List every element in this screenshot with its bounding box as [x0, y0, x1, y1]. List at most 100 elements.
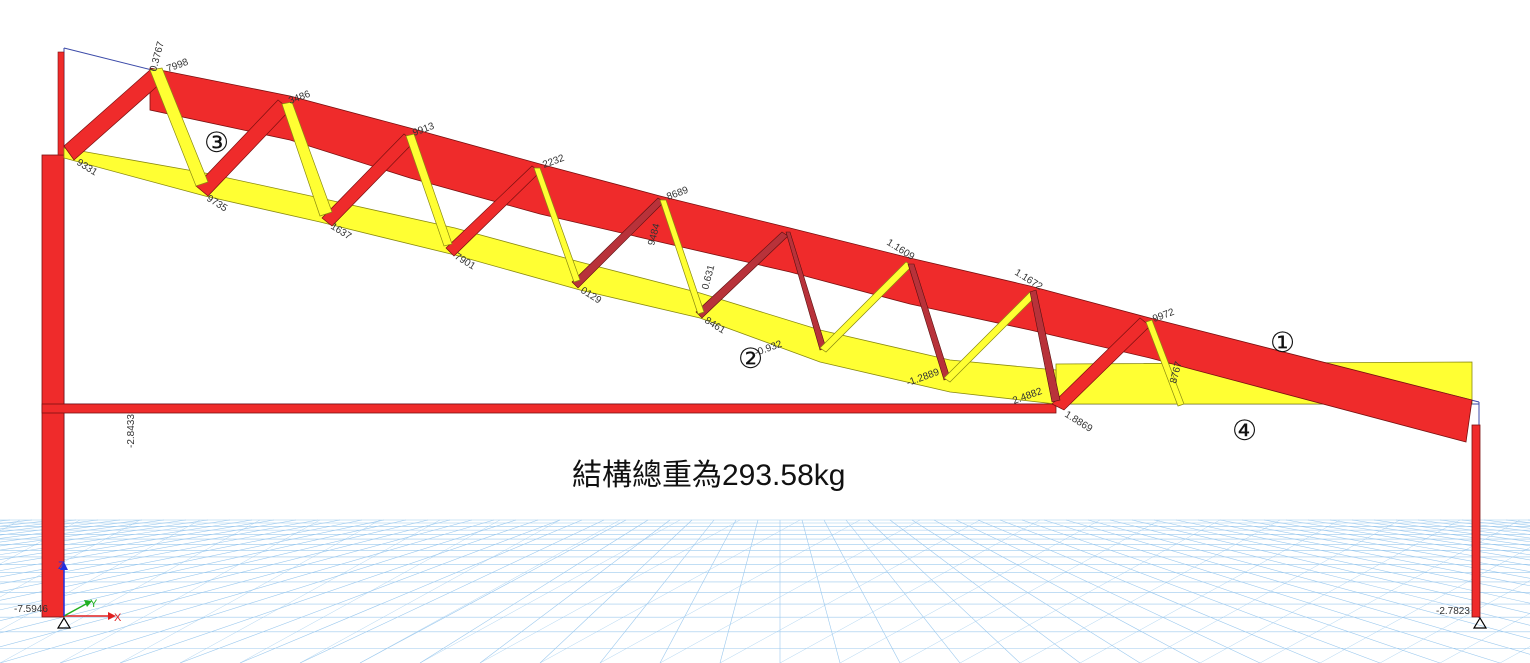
grid-line: [419, 519, 649, 663]
grid-line: [911, 519, 1141, 663]
grid-line: [719, 519, 759, 663]
grid-line: [719, 519, 981, 663]
grid-line: [419, 519, 681, 663]
marker-2: ②: [738, 342, 763, 375]
grid-line: [1021, 519, 1441, 663]
value-label: 0.631: [700, 263, 717, 290]
grid-line: [479, 519, 671, 663]
grid-line: [299, 519, 605, 663]
marker-3: ③: [204, 126, 229, 159]
grid-line: [1439, 613, 1530, 663]
axis-x-label: X: [114, 612, 122, 624]
grid-line: [899, 519, 1161, 663]
axis-z-label: Z: [58, 560, 65, 572]
value-label: 1.8869: [1062, 409, 1094, 435]
grid-line: [1351, 519, 1530, 547]
grid-line: [1065, 519, 1530, 655]
grid-line: [0, 519, 187, 547]
grid-line: [1109, 519, 1530, 626]
grid-line: [479, 519, 741, 663]
grid-line: [0, 519, 231, 555]
grid-line: [801, 519, 841, 663]
grid-line: [59, 519, 321, 663]
grid-line: [1199, 519, 1461, 663]
grid-line: [59, 519, 517, 663]
grid-line: [0, 519, 451, 634]
grid-line: [659, 519, 921, 663]
marker-4: ④: [1232, 414, 1257, 447]
grid-line: [1197, 519, 1530, 587]
grid-line: [1241, 519, 1530, 572]
grid-line: [823, 519, 901, 663]
grid-line: [0, 519, 81, 565]
member-markers: ① ② ③ ④: [204, 126, 1295, 447]
axis-y-label: Y: [90, 598, 98, 610]
grid-line: [0, 519, 429, 621]
grid-line: [1319, 547, 1530, 663]
grid-line: [1219, 519, 1530, 579]
grid-line: [0, 519, 143, 539]
grid-line: [1079, 519, 1341, 663]
grid-line: [845, 519, 961, 663]
grid-line: [1285, 519, 1530, 561]
grid-line: [959, 519, 1221, 663]
grid-line: [0, 519, 363, 593]
value-label: -2.7823: [1436, 606, 1470, 617]
grid-line: [1499, 646, 1530, 663]
right-column: [1471, 402, 1481, 618]
value-label: 0.3767: [148, 40, 167, 73]
grid-line: [0, 519, 341, 585]
grid-line: [977, 519, 1321, 663]
grid-line: [1329, 519, 1530, 551]
ground-grid: [0, 519, 1530, 663]
grid-line: [359, 519, 621, 663]
grid-line: [839, 519, 1101, 663]
grid-line: [889, 519, 1081, 663]
total-weight-caption: 結構總重為293.58kg: [572, 459, 845, 492]
grid-line: [1263, 519, 1530, 566]
grid-line: [999, 519, 1381, 663]
grid-line: [359, 519, 627, 663]
grid-line: [867, 519, 1021, 663]
grid-line: [933, 519, 1201, 663]
grid-line: [1373, 519, 1530, 543]
grid-line: [0, 519, 319, 578]
grid-line: [1139, 519, 1401, 663]
left-support-icon: [56, 616, 72, 629]
top-chord: [63, 47, 1480, 443]
grid-line: [239, 519, 501, 663]
value-label: 7998: [165, 57, 190, 75]
grid-line: [539, 519, 693, 663]
grid-line: [1043, 519, 1501, 663]
grid-line: [1019, 519, 1281, 663]
grid-line: [1379, 580, 1530, 663]
grid-line: [0, 519, 495, 663]
grid-line: [599, 519, 861, 663]
grid-line: [119, 519, 539, 663]
grid-line: [179, 519, 441, 663]
grid-line: [0, 519, 141, 598]
grid-line: [659, 519, 737, 663]
supports: [56, 616, 1488, 629]
grid-line: [299, 519, 561, 663]
right-support-icon: [1472, 616, 1488, 629]
grid-line: [119, 519, 381, 663]
left-column: [41, 48, 65, 618]
grid-line: [0, 519, 201, 631]
grid-line: [0, 519, 407, 611]
marker-1: ①: [1270, 326, 1295, 359]
grid-line: [1483, 519, 1530, 526]
grid-line: [0, 519, 275, 566]
grid-line: [779, 519, 1041, 663]
grid-line: [1087, 519, 1530, 640]
grid-line: [955, 519, 1261, 663]
grid-line: [0, 519, 473, 648]
grid-line: [1307, 519, 1530, 556]
grid-line: [239, 519, 583, 663]
grid-line: [599, 519, 715, 663]
grid-line: [539, 519, 801, 663]
value-label: -7.5946: [14, 604, 48, 615]
web-members: [63, 67, 1185, 411]
value-label: -2.8433: [126, 414, 137, 448]
